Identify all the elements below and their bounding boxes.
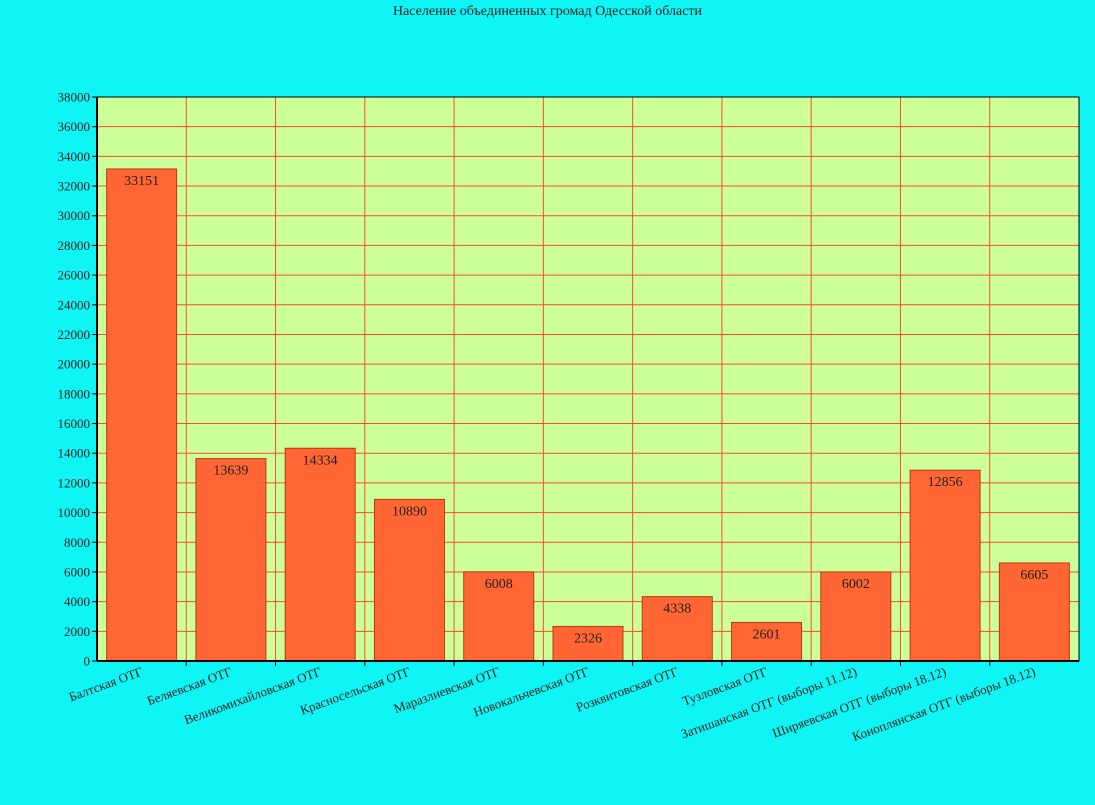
data-label: 12856 <box>928 475 963 490</box>
data-label: 33151 <box>124 174 159 189</box>
y-tick-label: 26000 <box>58 268 91 283</box>
bar <box>463 571 535 662</box>
y-tick-label: 20000 <box>58 357 91 372</box>
y-tick-label: 28000 <box>58 238 91 253</box>
y-tick-label: 38000 <box>58 90 91 105</box>
y-tick-label: 14000 <box>58 446 91 461</box>
y-tick-label: 30000 <box>58 208 91 223</box>
chart-title: Население объединенных громад Одесской о… <box>392 4 703 19</box>
bar <box>195 458 267 662</box>
x-tick-label: Розквитовская ОТГ <box>574 664 681 715</box>
bar <box>552 625 624 662</box>
y-tick-label: 8000 <box>64 535 90 550</box>
data-label: 6605 <box>1020 568 1048 583</box>
y-tick-label: 4000 <box>64 594 90 609</box>
bar <box>909 469 981 662</box>
y-tick-label: 6000 <box>64 564 90 579</box>
y-tick-label: 36000 <box>58 119 91 134</box>
bar <box>731 621 803 662</box>
y-tick-label: 24000 <box>58 297 91 312</box>
data-label: 14334 <box>303 453 338 468</box>
data-label: 4338 <box>663 602 691 617</box>
y-tick-label: 10000 <box>58 505 91 520</box>
x-tick-label: Затишанская ОТГ (выборы 11.12) <box>679 664 859 742</box>
y-tick-label: 2000 <box>64 624 90 639</box>
y-tick-label: 34000 <box>58 149 91 164</box>
bar <box>373 498 445 662</box>
y-tick-label: 12000 <box>58 475 91 490</box>
bar <box>106 168 178 662</box>
y-tick-label: 32000 <box>58 179 91 194</box>
y-tick-label: 22000 <box>58 327 91 342</box>
data-label: 10890 <box>392 504 427 519</box>
y-tick-label: 16000 <box>58 416 91 431</box>
data-label: 2326 <box>574 631 602 646</box>
y-tick-label: 18000 <box>58 386 91 401</box>
data-label: 6002 <box>842 577 870 592</box>
bar <box>284 447 356 662</box>
data-label: 13639 <box>213 464 248 479</box>
data-label: 6008 <box>485 577 513 592</box>
x-tick-label: Балтская ОТГ <box>67 664 145 705</box>
y-tick-label: 0 <box>84 654 91 669</box>
data-label: 2601 <box>753 627 781 642</box>
bar <box>641 596 713 662</box>
